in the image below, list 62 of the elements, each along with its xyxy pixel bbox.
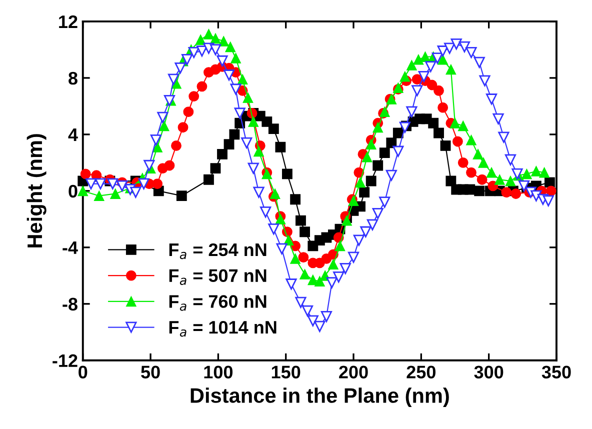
x-tick-label: 50 [141,366,160,378]
point [428,118,439,128]
legend-label: F$_{a}$ = 1014 nN [169,320,276,337]
y-tick-label: -12 [52,354,78,367]
x-tick-label: 0 [78,366,88,378]
x-tick-label: 200 [339,366,368,378]
point [290,194,301,205]
point [217,148,228,160]
point [296,215,306,226]
point [426,80,438,90]
x-tick-label: 150 [272,366,300,378]
y-tick-label: -4 [62,242,78,254]
x-tick-label: 250 [406,366,436,378]
y-axis-title: Height (nm) [26,134,46,248]
point [366,176,376,186]
point [438,102,448,113]
point [178,122,188,133]
point [474,186,485,196]
x-axis-title: Distance in the Plane (nm) [190,388,449,408]
point [510,188,522,199]
y-tick-label: -8 [62,298,78,311]
y-tick-label: 0 [68,184,78,198]
point [229,129,240,140]
point [458,157,468,168]
point [282,168,292,180]
point [268,124,279,134]
point [176,190,187,202]
legend-label: F$_{a}$ = 507 nN [169,269,266,285]
point [300,226,310,238]
point [434,128,444,138]
legend-label: F$_{a}$ = 760 nN [169,295,266,311]
x-tick-label: 300 [474,366,504,379]
point [80,168,91,180]
point [164,160,175,171]
point [152,178,163,190]
point [386,138,397,148]
point [359,187,370,198]
point [466,167,476,178]
x-tick-label: 100 [204,366,233,378]
point [434,85,444,96]
point [501,187,512,198]
point [379,148,390,158]
y-tick-label: 4 [68,128,78,141]
point [210,163,221,174]
point [275,142,286,152]
point [298,252,309,262]
point [188,91,200,102]
y-tick-label: 12 [59,15,78,28]
point [446,176,456,186]
legend-label: F$_{a}$ = 254 nN [169,243,266,260]
point [546,186,556,196]
point [372,160,384,171]
point [196,81,208,92]
point [183,106,194,118]
point [476,174,488,185]
x-tick-label: 350 [542,366,571,379]
point [224,139,234,150]
point [171,140,182,151]
y-tick-label: 8 [68,72,78,85]
point [440,140,451,151]
point [452,136,463,147]
point [204,174,214,185]
